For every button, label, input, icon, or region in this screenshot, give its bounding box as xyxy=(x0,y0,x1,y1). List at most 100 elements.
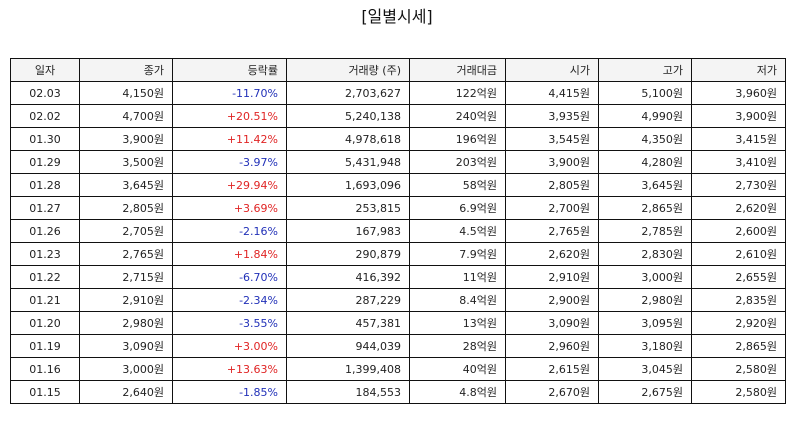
cell-trade-value: 28억원 xyxy=(409,334,506,358)
header-volume: 거래량 (주) xyxy=(286,58,410,82)
header-low: 저가 xyxy=(691,58,786,82)
cell-close: 2,705원 xyxy=(79,219,173,243)
header-change-rate: 등락률 xyxy=(172,58,287,82)
cell-open: 2,615원 xyxy=(505,357,599,381)
cell-change-rate: +1.84% xyxy=(172,242,287,266)
cell-trade-value: 40억원 xyxy=(409,357,506,381)
header-high: 고가 xyxy=(598,58,692,82)
cell-change-rate: -3.55% xyxy=(172,311,287,335)
cell-high: 2,830원 xyxy=(598,242,692,266)
cell-close: 4,150원 xyxy=(79,81,173,105)
cell-low: 2,655원 xyxy=(691,265,786,289)
table-row: 01.15 2,640원 -1.85% 184,553 4.8억원 2,670원 2,675… xyxy=(10,380,786,404)
cell-high: 3,645원 xyxy=(598,173,692,197)
table-row: 01.23 2,765원 +1.84% 290,879 7.9억원 2,620원 2,830… xyxy=(10,242,786,266)
cell-change-rate: -2.16% xyxy=(172,219,287,243)
cell-open: 3,900원 xyxy=(505,150,599,174)
daily-price-table: 일자 종가 등락률 거래량 (주) 거래대금 시가 고가 저가 02.03 4,1… xyxy=(10,58,786,404)
cell-high: 4,280원 xyxy=(598,150,692,174)
cell-volume: 1,693,096 xyxy=(286,173,410,197)
cell-high: 4,350원 xyxy=(598,127,692,151)
cell-date: 01.28 xyxy=(10,173,80,197)
cell-volume: 184,553 xyxy=(286,380,410,404)
header-date: 일자 xyxy=(10,58,80,82)
cell-change-rate: +3.00% xyxy=(172,334,287,358)
cell-trade-value: 203억원 xyxy=(409,150,506,174)
cell-close: 2,715원 xyxy=(79,265,173,289)
table-row: 01.21 2,910원 -2.34% 287,229 8.4억원 2,900원 2,980… xyxy=(10,288,786,312)
table-row: 01.27 2,805원 +3.69% 253,815 6.9억원 2,700원 2,865… xyxy=(10,196,786,220)
cell-close: 2,640원 xyxy=(79,380,173,404)
cell-open: 3,545원 xyxy=(505,127,599,151)
cell-low: 2,620원 xyxy=(691,196,786,220)
cell-trade-value: 58억원 xyxy=(409,173,506,197)
cell-close: 4,700원 xyxy=(79,104,173,128)
cell-low: 2,600원 xyxy=(691,219,786,243)
table-row: 01.19 3,090원 +3.00% 944,039 28억원 2,960원 3,180원… xyxy=(10,334,786,358)
cell-date: 01.21 xyxy=(10,288,80,312)
cell-close: 3,500원 xyxy=(79,150,173,174)
cell-date: 01.20 xyxy=(10,311,80,335)
cell-high: 2,675원 xyxy=(598,380,692,404)
cell-low: 2,920원 xyxy=(691,311,786,335)
cell-close: 3,900원 xyxy=(79,127,173,151)
cell-low: 3,960원 xyxy=(691,81,786,105)
cell-trade-value: 11억원 xyxy=(409,265,506,289)
cell-open: 2,620원 xyxy=(505,242,599,266)
table-row: 01.16 3,000원 +13.63% 1,399,408 40억원 2,615원 3,0… xyxy=(10,357,786,381)
cell-low: 2,730원 xyxy=(691,173,786,197)
cell-close: 2,980원 xyxy=(79,311,173,335)
cell-trade-value: 122억원 xyxy=(409,81,506,105)
cell-change-rate: -2.34% xyxy=(172,288,287,312)
cell-date: 02.03 xyxy=(10,81,80,105)
cell-change-rate: -1.85% xyxy=(172,380,287,404)
cell-high: 3,045원 xyxy=(598,357,692,381)
page-title: [일별시세] xyxy=(361,7,433,26)
cell-close: 3,000원 xyxy=(79,357,173,381)
cell-date: 01.15 xyxy=(10,380,80,404)
cell-low: 2,580원 xyxy=(691,357,786,381)
cell-low: 3,900원 xyxy=(691,104,786,128)
cell-date: 01.26 xyxy=(10,219,80,243)
cell-volume: 5,431,948 xyxy=(286,150,410,174)
cell-change-rate: +11.42% xyxy=(172,127,287,151)
cell-open: 2,765원 xyxy=(505,219,599,243)
cell-change-rate: +29.94% xyxy=(172,173,287,197)
cell-trade-value: 196억원 xyxy=(409,127,506,151)
cell-high: 2,865원 xyxy=(598,196,692,220)
cell-low: 3,410원 xyxy=(691,150,786,174)
cell-high: 3,000원 xyxy=(598,265,692,289)
table-row: 01.26 2,705원 -2.16% 167,983 4.5억원 2,765원 2,785… xyxy=(10,219,786,243)
cell-volume: 416,392 xyxy=(286,265,410,289)
cell-low: 3,415원 xyxy=(691,127,786,151)
cell-volume: 167,983 xyxy=(286,219,410,243)
cell-volume: 2,703,627 xyxy=(286,81,410,105)
cell-open: 2,900원 xyxy=(505,288,599,312)
cell-volume: 1,399,408 xyxy=(286,357,410,381)
cell-open: 2,960원 xyxy=(505,334,599,358)
cell-trade-value: 7.9억원 xyxy=(409,242,506,266)
cell-trade-value: 4.8억원 xyxy=(409,380,506,404)
cell-high: 2,785원 xyxy=(598,219,692,243)
cell-change-rate: +20.51% xyxy=(172,104,287,128)
table-row: 01.22 2,715원 -6.70% 416,392 11억원 2,910원 3,000원… xyxy=(10,265,786,289)
cell-date: 01.16 xyxy=(10,357,80,381)
cell-open: 2,805원 xyxy=(505,173,599,197)
cell-low: 2,835원 xyxy=(691,288,786,312)
cell-low: 2,610원 xyxy=(691,242,786,266)
cell-change-rate: -6.70% xyxy=(172,265,287,289)
cell-close: 2,765원 xyxy=(79,242,173,266)
header-row: 일자 종가 등락률 거래량 (주) 거래대금 시가 고가 저가 xyxy=(10,58,786,82)
header-close: 종가 xyxy=(79,58,173,82)
cell-high: 3,180원 xyxy=(598,334,692,358)
cell-change-rate: +13.63% xyxy=(172,357,287,381)
cell-trade-value: 4.5억원 xyxy=(409,219,506,243)
cell-open: 3,090원 xyxy=(505,311,599,335)
table-row: 02.03 4,150원 -11.70% 2,703,627 122억원 4,415원 5,… xyxy=(10,81,786,105)
cell-volume: 944,039 xyxy=(286,334,410,358)
cell-close: 3,090원 xyxy=(79,334,173,358)
cell-date: 01.29 xyxy=(10,150,80,174)
cell-high: 4,990원 xyxy=(598,104,692,128)
cell-volume: 457,381 xyxy=(286,311,410,335)
table-row: 02.02 4,700원 +20.51% 5,240,138 240억원 3,935원 4,… xyxy=(10,104,786,128)
